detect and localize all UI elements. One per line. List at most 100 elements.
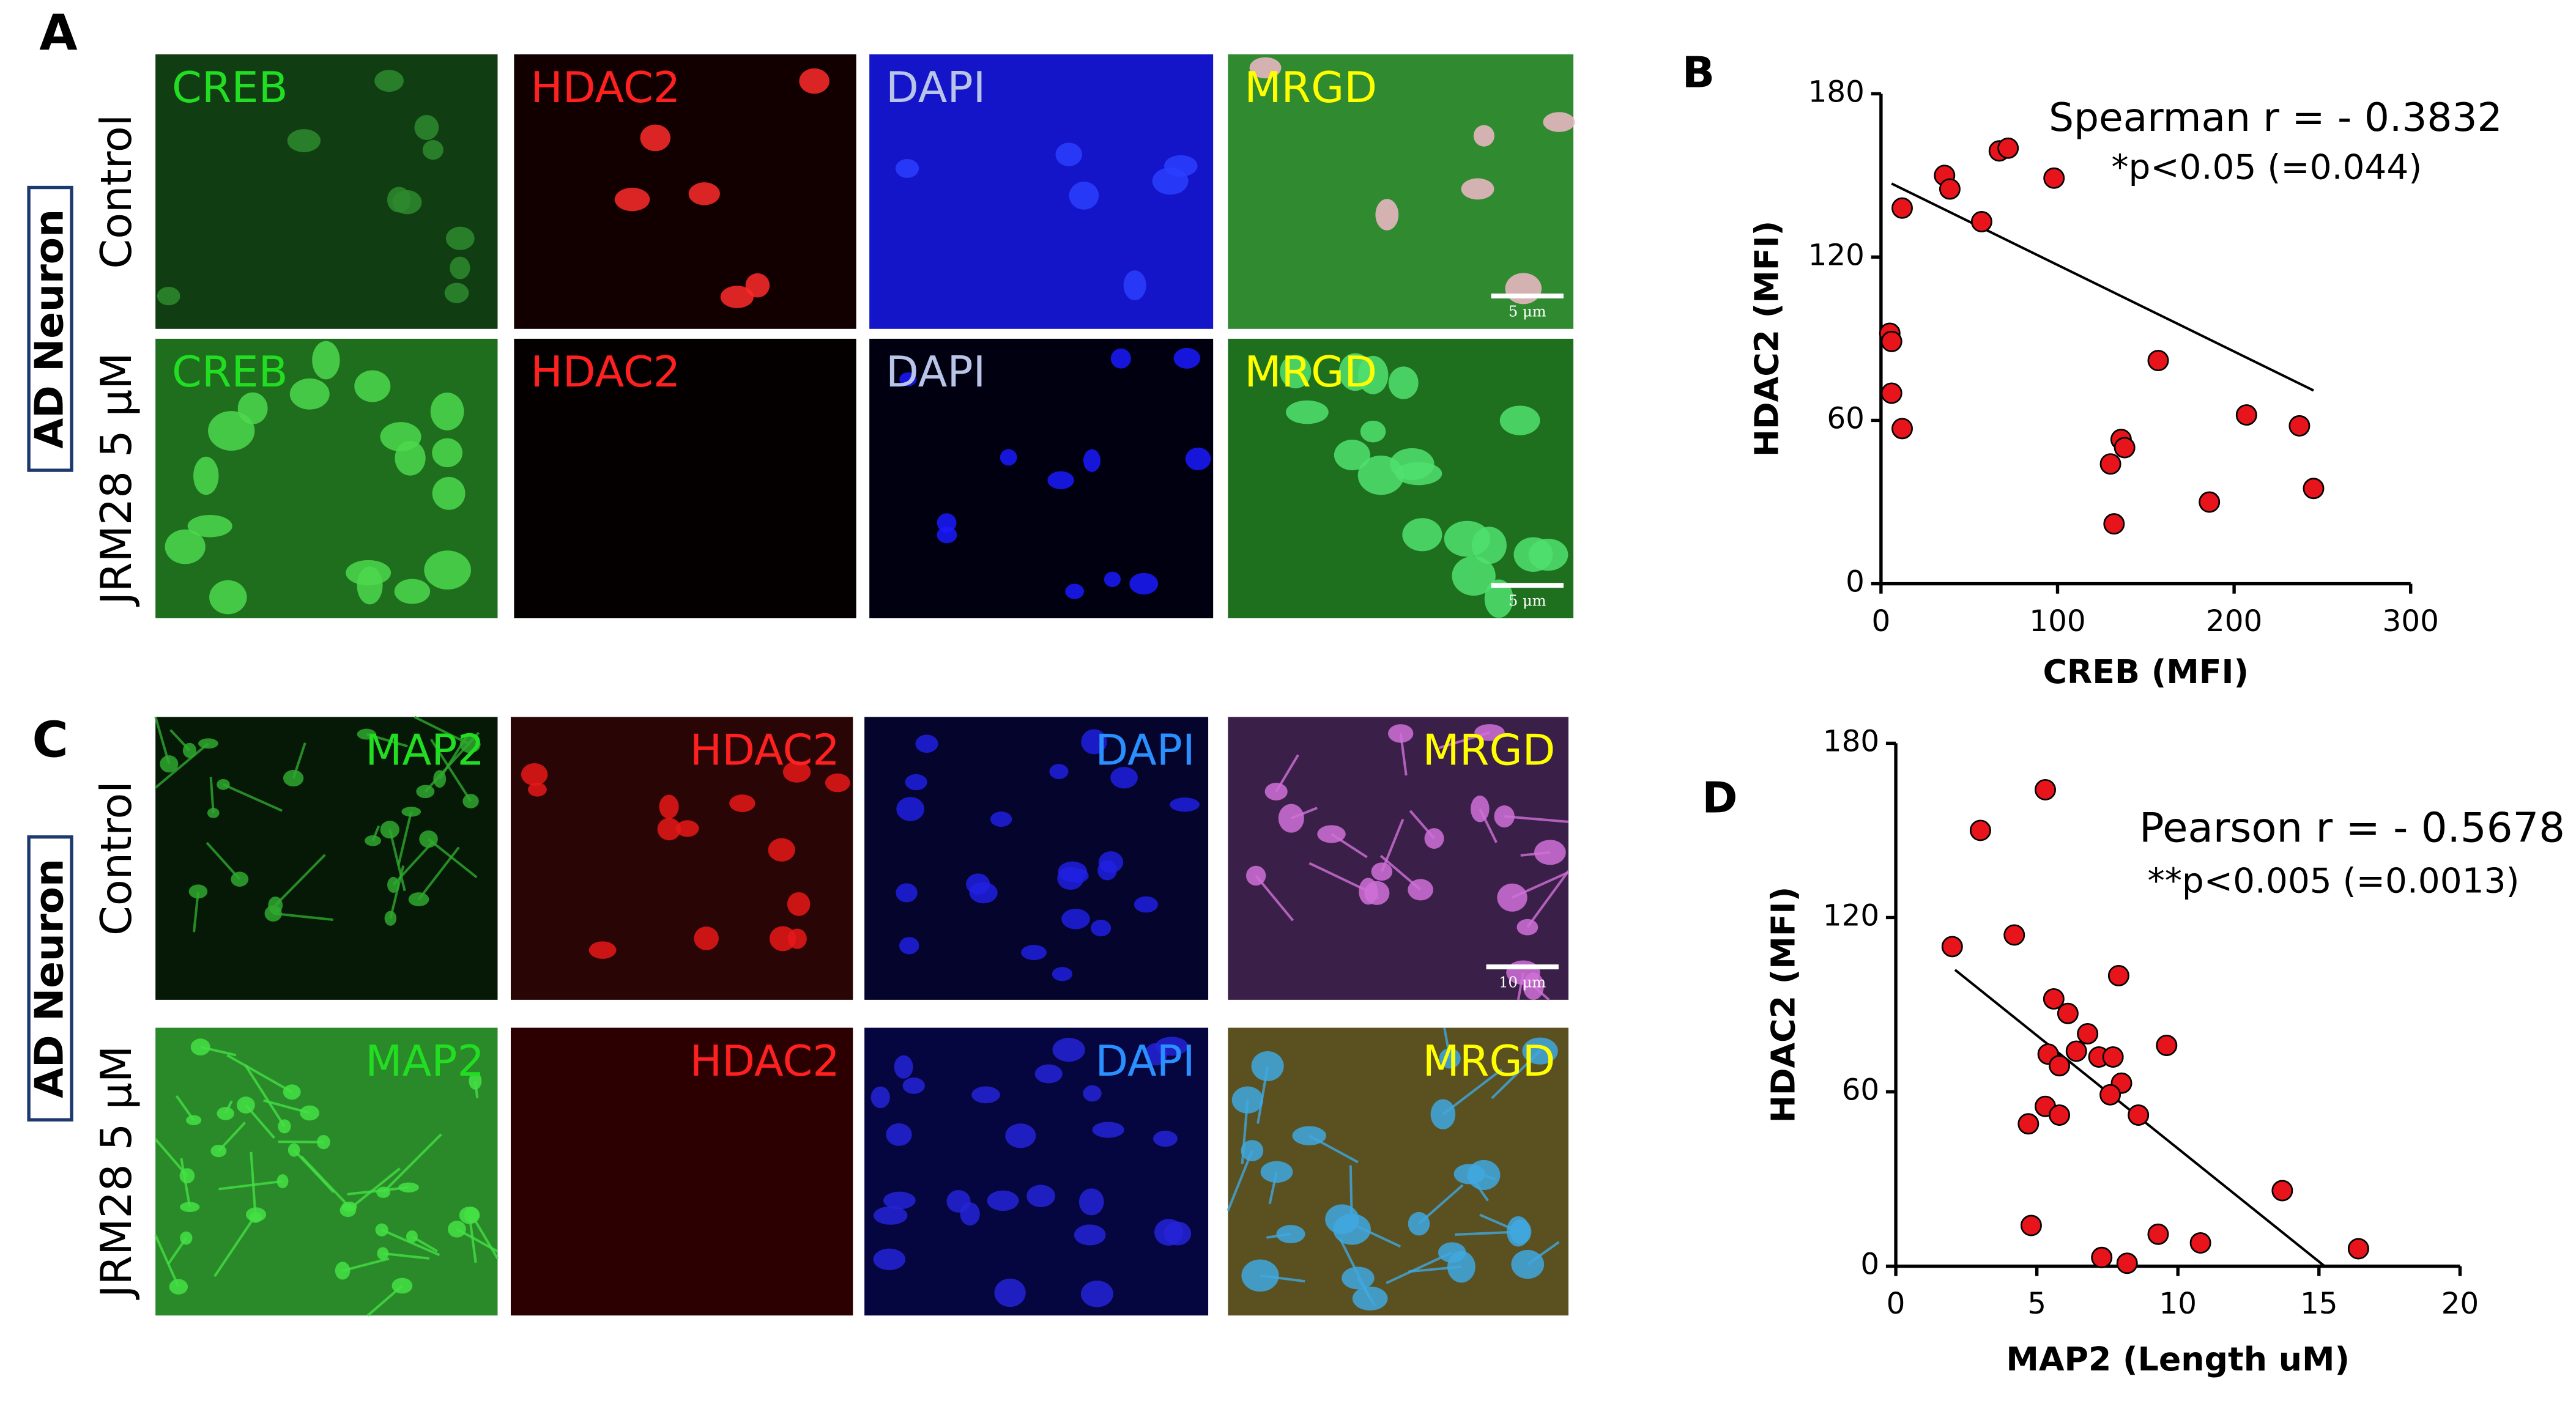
cell [387,877,399,893]
cell [899,937,919,955]
point [2128,1104,2150,1126]
point [1880,330,1902,352]
fiber [1308,862,1369,893]
point [2057,1002,2079,1024]
scale-bar-label: 10 μm [1499,974,1546,991]
channel-label: MAP2 [365,1037,484,1086]
fiber [1227,1150,1253,1211]
point [2099,453,2121,475]
point [2103,513,2125,535]
cell [169,1279,188,1295]
cell [1185,447,1211,471]
micrograph [154,1027,499,1317]
cell [1069,182,1099,210]
cell [180,1231,193,1245]
cell [1325,1204,1359,1235]
scale-bar-label: 5 μm [1509,303,1546,320]
cell [1061,909,1090,930]
cell [799,68,830,94]
x-tick-label: 10 [2159,1287,2197,1321]
micrograph [1228,338,1574,619]
channel-label: MAP2 [365,726,484,775]
fiber [414,715,471,746]
micrograph-bg [514,54,856,329]
cell [414,114,439,141]
point [1891,418,1913,440]
point [2288,415,2311,437]
cell [1360,420,1386,443]
x-tick-label: 15 [2300,1287,2338,1321]
point [2020,1214,2042,1237]
cell [896,883,918,903]
annotation: Pearson r = - 0.5678 [2139,804,2565,851]
cell [873,1248,906,1271]
fiber [1380,818,1405,873]
cell [675,820,699,837]
point [2107,964,2129,986]
micrograph [155,338,498,619]
cell [380,821,399,839]
cell [1173,347,1201,369]
fiber [1455,1230,1521,1236]
cell [1241,1140,1264,1161]
micrograph [510,1027,853,1316]
micrograph [155,54,498,329]
point [2147,350,2169,372]
cell [1474,724,1505,741]
point [2303,478,2325,500]
cell [640,124,670,152]
cell [1092,1122,1124,1138]
fiber [382,1133,442,1194]
channel-label: MRGD [1244,63,1377,113]
cell [186,1115,202,1125]
cell [1402,518,1442,552]
cell [994,1278,1026,1307]
cell [1129,572,1159,595]
cell [376,1186,390,1198]
cell [1170,797,1200,812]
point [2102,1046,2124,1068]
cell [1278,804,1304,833]
micrograph [1228,54,1575,329]
fiber [470,1214,499,1260]
point [2043,167,2065,189]
fiber [1526,870,1570,928]
cell [768,838,795,862]
channel-label: HDAC2 [690,1037,840,1086]
x-tick-label: 0 [1887,1287,1906,1321]
cell [870,1086,890,1109]
cell [459,736,481,753]
fiber [154,1138,188,1177]
micrograph-bg [869,54,1214,329]
cell [264,905,282,922]
cell [346,560,392,586]
cell [408,892,429,907]
fiber [417,846,460,900]
point [1969,819,1991,841]
cell [1513,537,1553,572]
point [2003,924,2025,946]
fiber [381,1229,440,1257]
cell [165,529,206,564]
cell [157,286,180,306]
point [1997,137,2019,159]
fiber [392,840,434,886]
cell [987,1190,1019,1211]
cell [1145,1043,1168,1066]
group-text: AD Neuron [26,209,72,449]
cell [283,769,304,787]
row-label: Control [92,114,141,269]
cell [990,811,1012,827]
fiber [388,829,406,892]
cell [873,1206,908,1225]
cell [886,1123,912,1146]
cell [1091,919,1112,937]
cell [432,438,463,468]
cell [1375,199,1399,231]
fiber [397,811,413,866]
cell [188,884,208,899]
cell [179,1168,195,1184]
scale-bar-label: 5 μm [1509,593,1546,610]
cell [341,1201,357,1212]
cell [416,785,435,799]
